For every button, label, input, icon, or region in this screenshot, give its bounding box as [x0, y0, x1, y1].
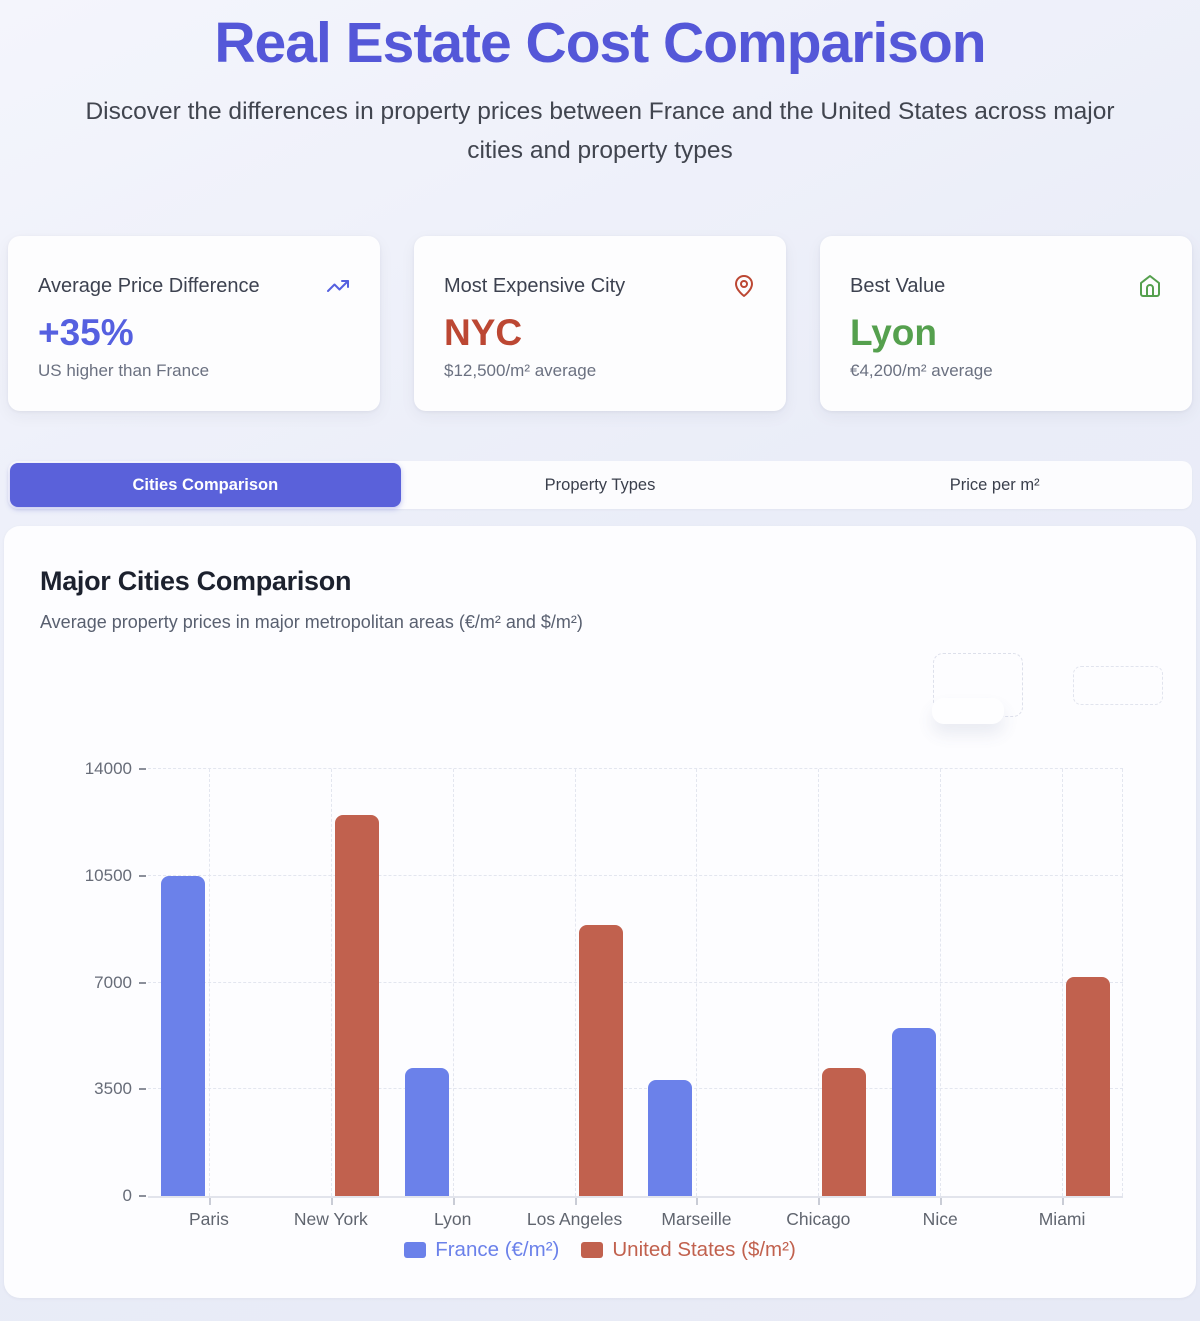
bar-paris[interactable] [160, 875, 205, 1197]
x-axis-label: New York [293, 1209, 368, 1230]
x-axis-label: Paris [189, 1209, 229, 1230]
category-slot: Marseille [636, 769, 758, 1229]
chart-legend: France (€/m²) United States ($/m²) [40, 1238, 1160, 1262]
category-slot: New York [270, 769, 392, 1229]
category-slot: Chicago [757, 769, 879, 1229]
x-axis-label: Nice [922, 1209, 958, 1230]
stats-row: Average Price Difference +35% US higher … [0, 236, 1200, 412]
bar-chicago[interactable] [822, 1068, 867, 1197]
category-slot: Nice [879, 769, 1001, 1229]
stat-sub: US higher than France [38, 361, 210, 381]
page-subtitle: Discover the differences in property pri… [85, 97, 1115, 164]
bar-marseille[interactable] [648, 1080, 693, 1197]
y-axis-tick: 14000 [85, 759, 148, 779]
tooltip-ghost [1073, 666, 1163, 706]
tooltip-ghost [932, 653, 1023, 725]
tab-price-per-m2[interactable]: Price per m² [799, 463, 1190, 507]
chart-subtitle: Average property prices in major metropo… [40, 612, 583, 633]
gridline-h [148, 768, 1123, 770]
category-slot: Miami [1001, 769, 1123, 1229]
tab-bar: Cities Comparison Property Types Price p… [8, 461, 1192, 510]
gridline-h [148, 874, 1123, 876]
x-axis-label: Los Angeles [526, 1209, 623, 1230]
bar-new-york[interactable] [334, 814, 379, 1197]
bar-los-angeles[interactable] [578, 924, 623, 1197]
tab-property-types[interactable]: Property Types [405, 463, 796, 507]
trending-up-icon [326, 274, 350, 298]
x-axis-label: Marseille [661, 1209, 732, 1230]
bar-lyon[interactable] [404, 1068, 449, 1197]
category-slot: Paris [148, 769, 270, 1229]
legend-item[interactable]: United States ($/m²) [581, 1238, 796, 1262]
category-slot: Los Angeles [514, 769, 636, 1229]
x-axis-label: Chicago [786, 1209, 851, 1230]
plot-area: 0 3500 7000 10500 14000 Paris New York Lyon Los … [85, 759, 1123, 1229]
bar-nice[interactable] [892, 1028, 937, 1197]
plot-slots: Paris New York Lyon Los Angeles Marseille Chi… [148, 769, 1123, 1229]
stat-value: +35% [38, 312, 134, 354]
gridline-h [148, 1088, 1123, 1090]
stat-value: NYC [444, 312, 523, 354]
tab-cities-comparison[interactable]: Cities Comparison [10, 463, 401, 508]
stat-label: Best Value [850, 274, 946, 297]
y-axis-tick: 0 [123, 1186, 148, 1206]
x-axis-label: Miami [1038, 1209, 1086, 1230]
gridline-h [148, 981, 1123, 983]
stat-label: Average Price Difference [38, 274, 260, 297]
stat-card-most-expensive: Most Expensive City NYC $12,500/m² avera… [414, 236, 786, 412]
chart-title: Major Cities Comparison [40, 566, 352, 597]
stat-card-best-value: Best Value Lyon €4,200/m² average [820, 236, 1192, 412]
legend-item[interactable]: France (€/m²) [404, 1238, 559, 1262]
category-slot: Lyon [392, 769, 514, 1229]
stat-value: Lyon [850, 312, 938, 354]
x-axis-label: Lyon [434, 1209, 472, 1230]
y-axis-tick: 3500 [94, 1079, 148, 1099]
stat-sub: $12,500/m² average [444, 361, 597, 381]
stat-label: Most Expensive City [444, 274, 626, 297]
stat-sub: €4,200/m² average [850, 361, 993, 381]
page-title: Real Estate Cost Comparison [214, 11, 986, 75]
map-pin-icon [732, 274, 756, 298]
y-axis-tick: 7000 [94, 973, 148, 993]
bar-miami[interactable] [1066, 976, 1111, 1197]
bar-chart: 0 3500 7000 10500 14000 Paris New York Lyon Los … [40, 633, 1163, 1293]
home-icon [1138, 274, 1162, 298]
y-axis-tick: 10500 [85, 866, 148, 886]
stat-card-price-difference: Average Price Difference +35% US higher … [8, 236, 380, 412]
chart-card: Major Cities Comparison Average property… [4, 526, 1196, 1299]
